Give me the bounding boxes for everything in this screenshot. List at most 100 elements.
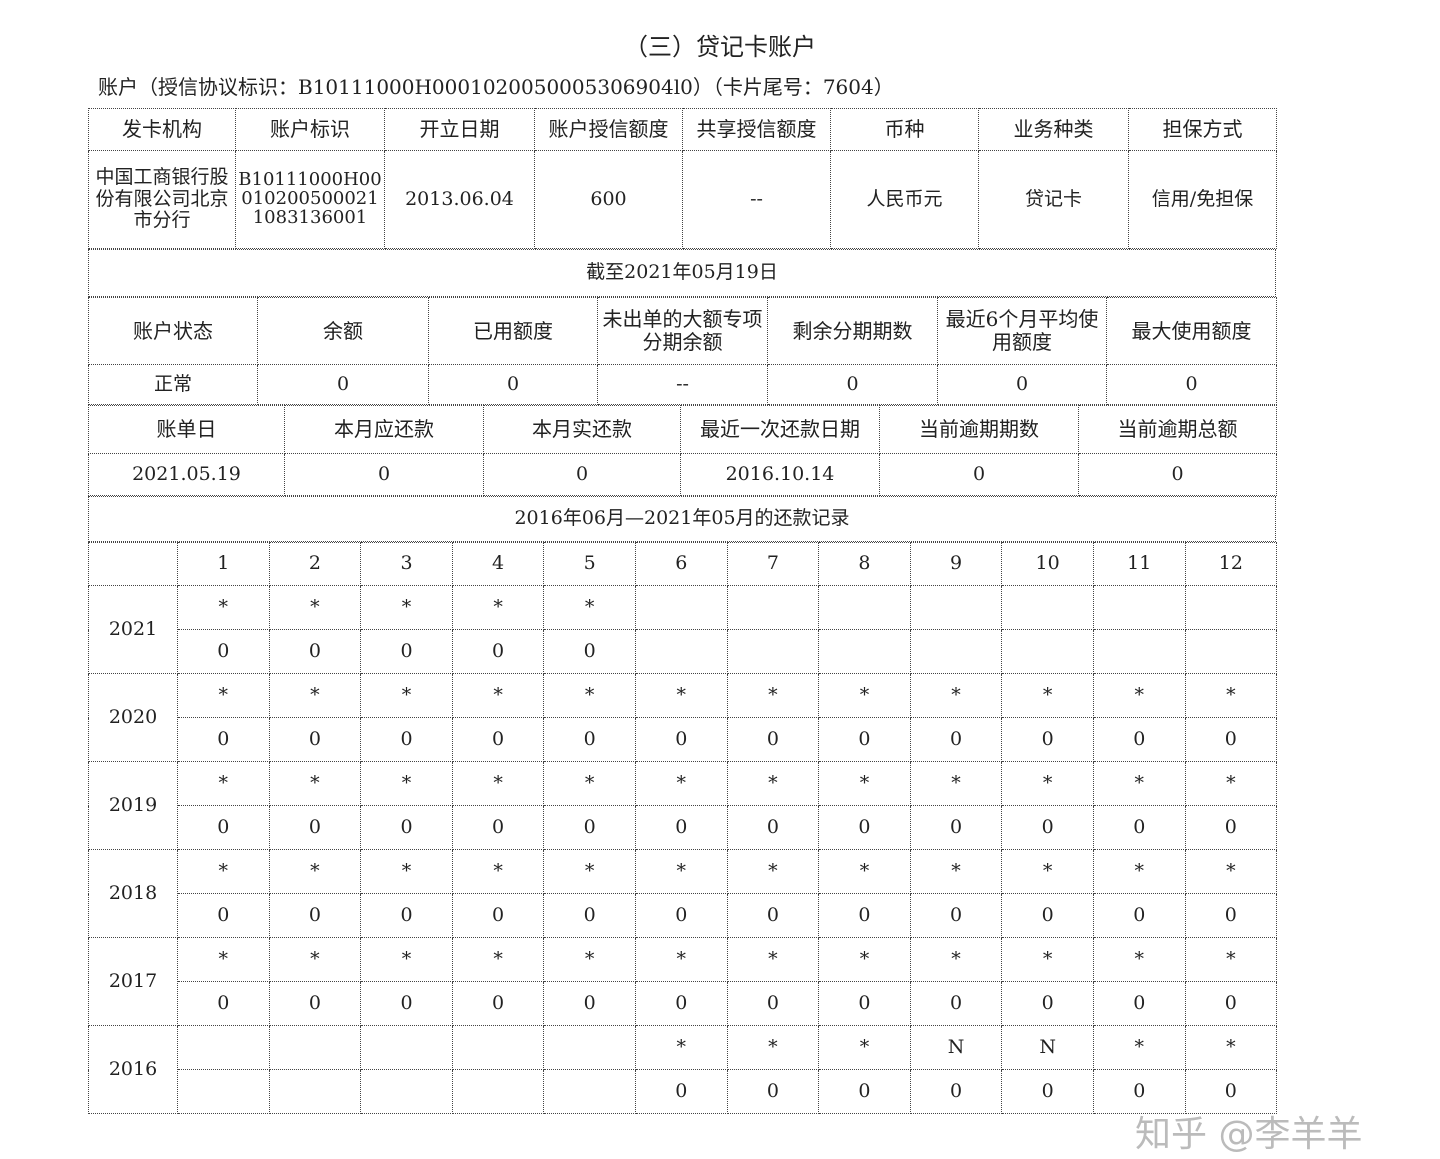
amount-cell: 0	[451, 805, 545, 850]
amount-cell	[818, 629, 911, 674]
watermark: 知乎 @李羊羊	[1135, 1114, 1363, 1155]
amount-cell: 0	[909, 981, 1003, 1026]
status-cell: N	[909, 1025, 1003, 1070]
status-cell	[360, 1025, 453, 1070]
status-cell: *	[634, 849, 728, 894]
amount-cell: 0	[360, 717, 453, 762]
amount-cell: 0	[1184, 805, 1278, 850]
amount-cell	[360, 1069, 453, 1114]
status-cell: *	[726, 761, 820, 806]
cell-value: 0	[428, 364, 598, 405]
status-cell: *	[634, 673, 728, 718]
amount-cell	[268, 1069, 362, 1114]
year-label: 2019	[88, 761, 178, 850]
column-header: 共享授信额度	[682, 108, 831, 151]
status-cell	[268, 1025, 362, 1070]
amount-cell: 0	[1001, 805, 1094, 850]
status-cell: *	[543, 937, 636, 982]
month-header: 8	[818, 542, 911, 586]
status-cell: *	[726, 673, 820, 718]
status-cell	[543, 1025, 636, 1070]
status-cell: *	[818, 1025, 911, 1070]
amount-cell: 0	[268, 981, 362, 1026]
month-header: 7	[726, 542, 820, 586]
cell-value: 正常	[88, 364, 258, 405]
status-cell: *	[360, 937, 453, 982]
amount-cell: 0	[818, 1069, 911, 1114]
status-cell: *	[1001, 673, 1094, 718]
amount-cell	[1001, 629, 1094, 674]
amount-cell: 0	[909, 717, 1003, 762]
column-header: 未出单的大额专项分期余额	[597, 297, 768, 365]
amount-cell: 0	[818, 893, 911, 938]
amount-cell: 0	[1001, 1069, 1094, 1114]
year-row-status: 2020 * * * * * * * * * * * *	[88, 673, 1278, 762]
amount-cell: 0	[726, 893, 820, 938]
year-row-status: 2017 * * * * * * * * * * * *	[88, 937, 1278, 1026]
status-cell: *	[1001, 937, 1094, 982]
status-cell: *	[268, 673, 362, 718]
column-header: 账户授信额度	[534, 108, 683, 151]
status-cell: *	[360, 585, 453, 630]
amount-cell: 0	[1184, 981, 1278, 1026]
month-header: 2	[268, 542, 362, 586]
amount-cell: 0	[177, 981, 270, 1026]
column-header: 最近一次还款日期	[680, 405, 880, 454]
amount-cell: 0	[268, 893, 362, 938]
amount-cell: 0	[1001, 981, 1094, 1026]
status-cell: *	[1184, 849, 1278, 894]
cell-value: 0	[483, 453, 681, 496]
amount-cell: 0	[634, 717, 728, 762]
amount-cell: 0	[451, 629, 545, 674]
section-title: （三）贷记卡账户	[624, 33, 816, 61]
month-header: 9	[909, 542, 1003, 586]
amount-cell: 0	[543, 893, 636, 938]
amount-cell: 0	[726, 805, 820, 850]
status-cell: *	[634, 937, 728, 982]
cell-value: 0	[284, 453, 484, 496]
cell-value: 2013.06.04	[384, 150, 535, 249]
status-cell	[818, 585, 911, 630]
status-cell: *	[451, 585, 545, 630]
status-cell: *	[909, 761, 1003, 806]
amount-cell	[1184, 629, 1278, 674]
account-identifier-line: 账户（授信协议标识：B10111000H0001020050005306904l…	[98, 75, 894, 99]
status-cell	[726, 585, 820, 630]
amount-cell: 0	[818, 717, 911, 762]
status-cell: *	[1001, 849, 1094, 894]
status-cell: *	[818, 673, 911, 718]
column-header: 余额	[257, 297, 429, 365]
amount-cell: 0	[177, 805, 270, 850]
column-header: 当前逾期期数	[879, 405, 1079, 454]
status-cell: *	[1092, 937, 1186, 982]
amount-cell: 0	[1092, 1069, 1186, 1114]
status-cell: *	[818, 849, 911, 894]
amount-cell: 0	[1092, 805, 1186, 850]
amount-cell: 0	[360, 805, 453, 850]
cell-value: 0	[767, 364, 938, 405]
status-cell: *	[268, 585, 362, 630]
status-cell: *	[1184, 761, 1278, 806]
status-cell: *	[360, 761, 453, 806]
status-cell: *	[1184, 673, 1278, 718]
status-cell: *	[543, 761, 636, 806]
status-cell: *	[726, 1025, 820, 1070]
cell-value: 0	[879, 453, 1079, 496]
status-cell: *	[909, 849, 1003, 894]
status-cell: *	[268, 937, 362, 982]
status-cell: *	[909, 673, 1003, 718]
column-header: 账单日	[88, 405, 285, 454]
column-header: 账户标识	[235, 108, 385, 151]
month-header: 1	[177, 542, 270, 586]
cell-value: --	[597, 364, 768, 405]
status-cell: *	[360, 849, 453, 894]
column-header: 已用额度	[428, 297, 598, 365]
column-header: 业务种类	[978, 108, 1129, 151]
cell-value: 中国工商银行股份有限公司北京市分行	[88, 150, 236, 249]
amount-cell: 0	[1001, 717, 1094, 762]
cell-value: 2021.05.19	[88, 453, 285, 496]
status-cell: *	[177, 849, 270, 894]
amount-cell: 0	[818, 805, 911, 850]
year-label: 2016	[88, 1025, 178, 1114]
